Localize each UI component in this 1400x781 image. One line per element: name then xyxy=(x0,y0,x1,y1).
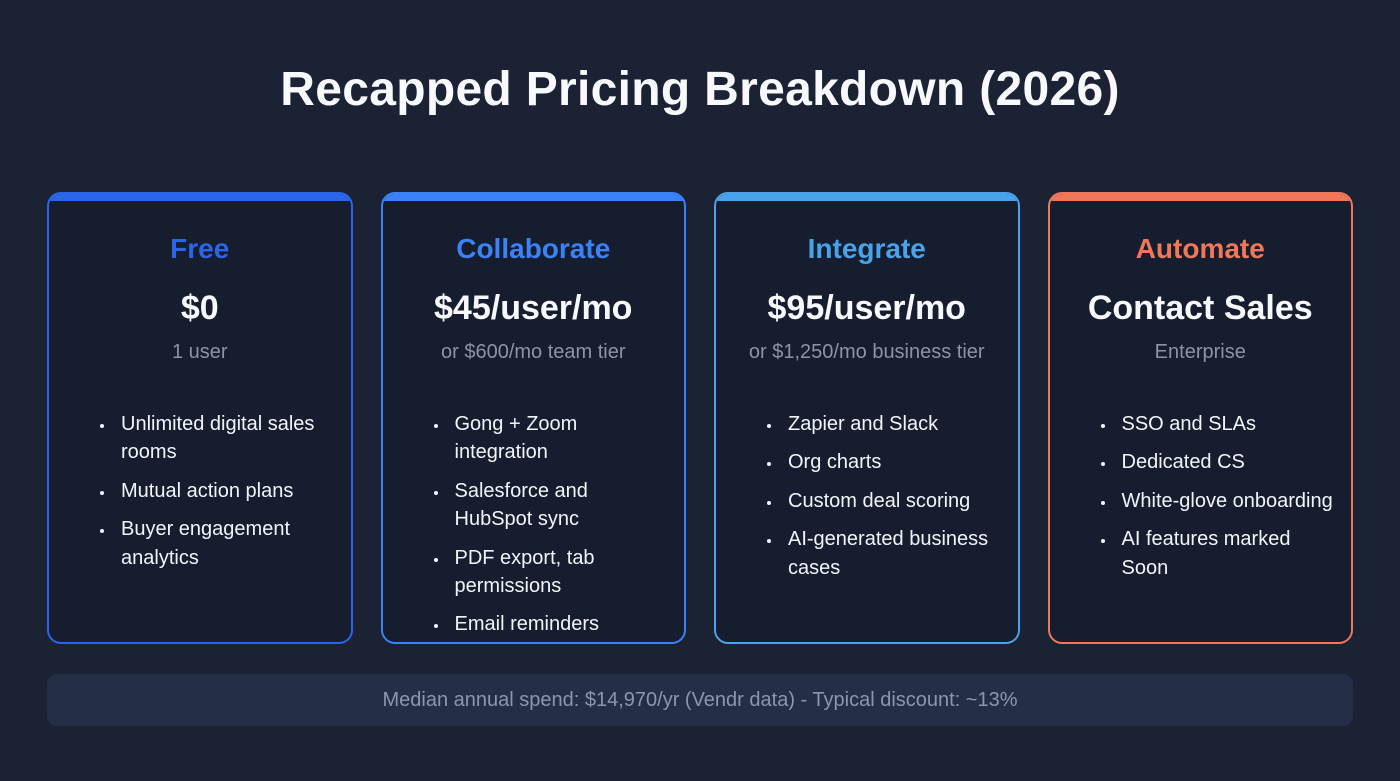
plan-name: Free xyxy=(170,233,230,264)
card-accent-bar xyxy=(382,194,684,201)
feature-item: Mutual action plans xyxy=(115,477,333,505)
feature-item: Email reminders xyxy=(449,610,667,638)
plan-subtitle: Enterprise xyxy=(1154,341,1246,363)
feature-list: Unlimited digital sales rooms Mutual act… xyxy=(49,410,351,582)
feature-item: Salesforce and HubSpot sync xyxy=(449,477,667,534)
feature-list: Gong + Zoom integration Salesforce and H… xyxy=(383,410,685,642)
card-accent-bar xyxy=(49,194,351,201)
plan-subtitle: or $600/mo team tier xyxy=(440,341,626,363)
plan-price: $45/user/mo xyxy=(434,289,633,327)
pricing-cards: Free $0 1 user Unlimited digital sales r… xyxy=(0,192,1400,644)
plan-name: Integrate xyxy=(807,233,926,264)
pricing-card-free: Free $0 1 user Unlimited digital sales r… xyxy=(47,192,353,644)
card-accent-bar xyxy=(716,194,1018,201)
card-accent-bar xyxy=(1049,194,1351,201)
pricing-card-integrate: Integrate $95/user/mo or $1,250/mo busin… xyxy=(714,192,1020,644)
feature-item: AI features marked Soon xyxy=(1116,525,1334,582)
feature-item: Zapier and Slack xyxy=(782,410,1000,438)
plan-name: Automate xyxy=(1135,233,1265,264)
feature-item: White-glove onboarding xyxy=(1116,487,1334,515)
pricing-card-collaborate: Collaborate $45/user/mo or $600/mo team … xyxy=(380,192,686,644)
feature-list: SSO and SLAs Dedicated CS White-glove on… xyxy=(1050,410,1352,592)
feature-item: PDF export, tab permissions xyxy=(449,544,667,601)
plan-price: $95/user/mo xyxy=(767,289,966,327)
plan-subtitle: 1 user xyxy=(171,341,228,363)
footer-note-bar: Median annual spend: $14,970/yr (Vendr d… xyxy=(47,674,1353,726)
feature-item: Gong + Zoom integration xyxy=(449,410,667,467)
page-title: Recapped Pricing Breakdown (2026) xyxy=(280,63,1120,116)
plan-subtitle: or $1,250/mo business tier xyxy=(748,341,985,363)
feature-item: Custom deal scoring xyxy=(782,487,1000,515)
feature-list: Zapier and Slack Org charts Custom deal … xyxy=(716,410,1018,592)
feature-item: Unlimited digital sales rooms xyxy=(115,410,333,467)
feature-item: AI-generated business cases xyxy=(782,525,1000,582)
plan-price: $0 xyxy=(180,289,219,327)
feature-item: Buyer engagement analytics xyxy=(115,515,333,572)
plan-name: Collaborate xyxy=(456,233,611,264)
feature-item: Org charts xyxy=(782,448,1000,476)
pricing-card-automate: Automate Contact Sales Enterprise SSO an… xyxy=(1047,192,1353,644)
feature-item: SSO and SLAs xyxy=(1116,410,1334,438)
plan-price: Contact Sales xyxy=(1087,289,1313,327)
feature-item: Dedicated CS xyxy=(1116,448,1334,476)
footer-note: Median annual spend: $14,970/yr (Vendr d… xyxy=(382,688,1018,711)
